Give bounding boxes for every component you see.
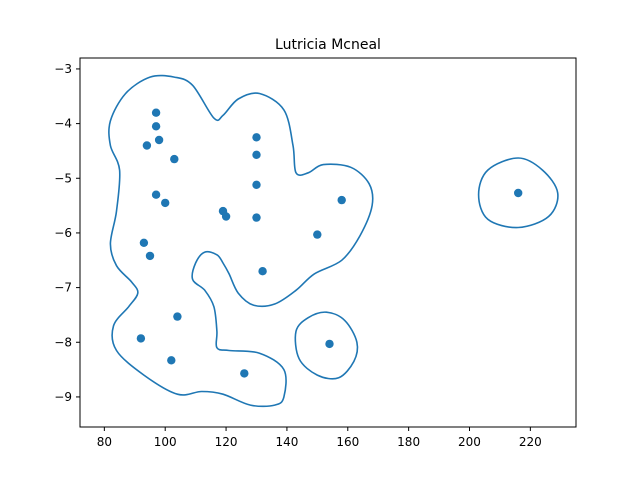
data-point bbox=[151, 122, 161, 131]
contour-line-2 bbox=[294, 311, 359, 380]
x-tick-label: 140 bbox=[275, 435, 298, 449]
data-point bbox=[337, 195, 346, 205]
data-point bbox=[136, 334, 146, 343]
data-point bbox=[514, 188, 523, 198]
data-point bbox=[221, 212, 231, 221]
data-point bbox=[142, 141, 152, 150]
points-layer bbox=[136, 108, 523, 378]
data-point bbox=[313, 230, 322, 239]
data-point bbox=[170, 154, 179, 164]
data-point bbox=[139, 238, 149, 247]
data-point bbox=[258, 267, 267, 276]
x-tick-label: 120 bbox=[215, 435, 238, 449]
x-tick-label: 160 bbox=[336, 435, 359, 449]
y-tick-label: −5 bbox=[54, 171, 72, 185]
chart-title: Lutricia Mcneal bbox=[275, 37, 381, 53]
contour-line-3 bbox=[477, 157, 559, 229]
data-point bbox=[151, 190, 161, 199]
x-tick-label: 80 bbox=[97, 435, 112, 449]
plot-frame bbox=[79, 57, 577, 428]
y-tick-label: −7 bbox=[54, 281, 72, 295]
y-tick-label: −4 bbox=[54, 117, 72, 131]
data-point bbox=[252, 133, 261, 142]
y-tick-label: −6 bbox=[54, 226, 72, 240]
contour-line-1 bbox=[108, 74, 374, 408]
data-point bbox=[325, 339, 334, 349]
axis-layer: 80 100 120 140 160 180 200 220 −3 −4 −5 −6 −7 −8 −9 bbox=[54, 62, 542, 449]
data-point bbox=[252, 150, 261, 159]
x-tick-label: 100 bbox=[154, 435, 177, 449]
x-tick-label: 180 bbox=[397, 435, 420, 449]
data-point bbox=[154, 135, 164, 145]
x-tick-label: 220 bbox=[519, 435, 542, 449]
data-point bbox=[161, 198, 170, 208]
data-point bbox=[173, 312, 182, 321]
contour-layer bbox=[108, 74, 559, 408]
data-point bbox=[145, 251, 155, 261]
y-tick-label: −8 bbox=[54, 335, 72, 349]
data-point bbox=[252, 213, 261, 222]
data-point bbox=[252, 180, 261, 189]
data-point bbox=[151, 108, 161, 117]
y-tick-label: −3 bbox=[54, 62, 72, 76]
x-tick-label: 200 bbox=[458, 435, 481, 449]
y-tick-label: −9 bbox=[54, 390, 72, 404]
data-point bbox=[240, 369, 249, 378]
data-point bbox=[167, 356, 176, 365]
